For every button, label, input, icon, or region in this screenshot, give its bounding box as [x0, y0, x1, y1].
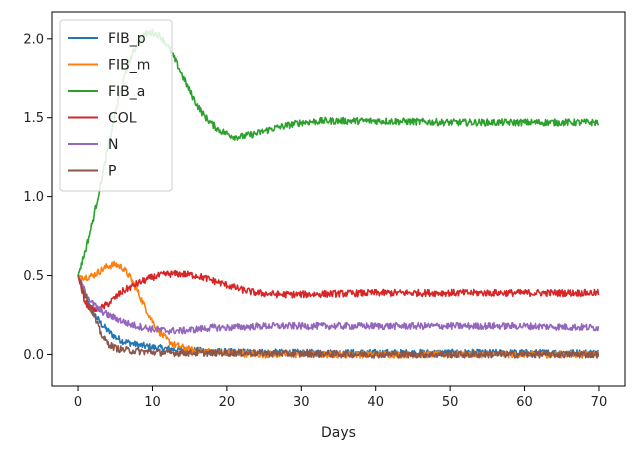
legend-label: FIB_m: [108, 58, 150, 74]
x-tick-label: 50: [442, 395, 459, 410]
x-axis: 0 10 20 30 40 50 60 70: [74, 386, 607, 410]
y-tick-label: 0.5: [23, 269, 44, 284]
legend-label: FIB_p: [108, 31, 146, 47]
legend-label: N: [108, 137, 118, 153]
x-tick-label: 20: [219, 395, 236, 410]
series-line-fib-p: [77, 275, 600, 358]
y-tick-label: 0.0: [23, 348, 44, 363]
y-tick-label: 1.0: [23, 190, 44, 205]
x-tick-label: 40: [367, 395, 384, 410]
legend-label: COL: [108, 111, 137, 127]
x-tick-label: 70: [591, 395, 608, 410]
y-tick-label: 1.5: [23, 111, 44, 126]
y-axis: 0.0 0.5 1.0 1.5 2.0: [23, 32, 52, 363]
series-line-n: [77, 275, 600, 335]
x-tick-label: 10: [144, 395, 161, 410]
x-axis-label: Days: [321, 425, 356, 441]
legend-label: P: [108, 164, 116, 180]
legend-box: [59, 19, 173, 192]
legend: FIB_p FIB_m FIB_a COL NP: [59, 19, 173, 192]
series-line-p: [77, 275, 600, 359]
series-line-col: [77, 269, 600, 315]
x-tick-label: 30: [293, 395, 310, 410]
legend-label: FIB_a: [108, 84, 145, 100]
x-tick-label: 60: [516, 395, 533, 410]
y-tick-label: 2.0: [23, 32, 44, 47]
x-tick-label: 0: [74, 395, 82, 410]
plot-frame: [51, 11, 626, 387]
